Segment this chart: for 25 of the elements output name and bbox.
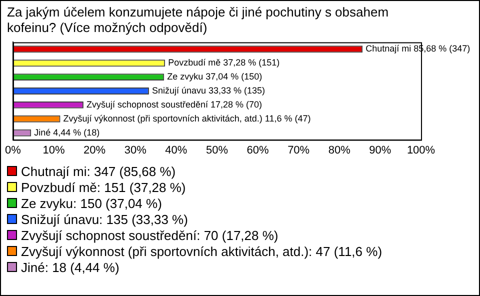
text: Povzbudí mě: 151 (37,28 %) [21, 180, 186, 194]
x-tick-label: 40% [165, 144, 188, 156]
x-tick-label: 20% [84, 144, 106, 156]
category-label: Snižují únavu 33,33 % (135) [152, 85, 266, 96]
x-tick-label: 60% [246, 144, 269, 156]
category-label: Zvyšují schopnost soustředění 17,28 % (70) [86, 99, 262, 110]
x-tick-label: 90% [369, 144, 392, 156]
x-tick-label: 100% [406, 144, 436, 156]
category-label: Ze zvyku 37,04 % (150) [167, 72, 262, 82]
x-tick-label: 70% [288, 144, 310, 156]
x-tick-label: 80% [328, 144, 351, 156]
text: Chutnají mi: 347 (85,68 %) [21, 164, 176, 178]
text: Ze zvyku: 150 (37,04 %) [21, 196, 162, 210]
category-label: Povzbudí mě 37,28 % (151) [168, 58, 280, 68]
x-tick-label: 30% [124, 144, 147, 156]
chart-title: Za jakým účelem konzumujete nápoje či jiné pochutiny s obsahem kofeinu? (Více možných odpovědí) [7, 4, 389, 35]
x-tick-label: 10% [42, 144, 65, 156]
text: Zvyšují schopnost soustředění: 70 (17,28 %) [21, 228, 278, 242]
category-label: Jiné 4,44 % (18) [34, 127, 100, 138]
text: Jiné: 18 (4,44 %) [21, 260, 120, 274]
x-tick-label: 0% [4, 144, 22, 156]
text: Snižují únavu: 135 (33,33 %) [21, 212, 188, 226]
text: Zvyšují výkonnost (při sportovních aktivitách, atd.): 47 (11,6 %) [21, 244, 382, 258]
category-label: Zvyšují výkonnost (při sportovních aktivitách, atd.) 11,6 % (47) [63, 113, 311, 124]
x-tick-label: 50% [206, 144, 228, 156]
